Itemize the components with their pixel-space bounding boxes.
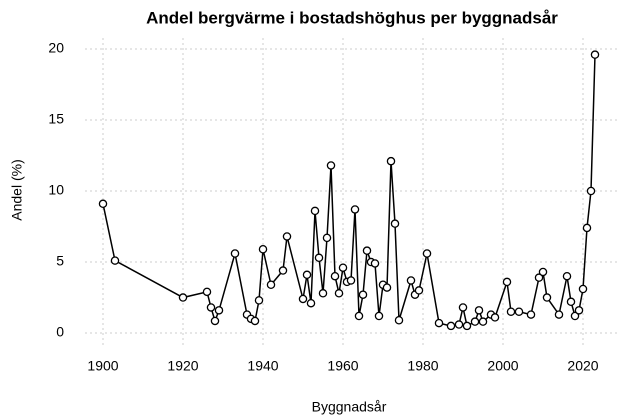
data-point bbox=[390, 219, 400, 228]
x-tick-label: 2000 bbox=[487, 358, 518, 374]
data-point bbox=[554, 310, 564, 319]
data-point bbox=[506, 307, 516, 316]
data-point bbox=[202, 287, 212, 297]
data-point bbox=[330, 271, 340, 281]
data-point bbox=[434, 318, 444, 328]
data-point bbox=[514, 307, 524, 316]
data-point bbox=[374, 311, 384, 321]
data-point bbox=[538, 267, 548, 277]
data-point bbox=[322, 233, 332, 243]
data-point bbox=[502, 277, 512, 287]
data-point bbox=[382, 283, 392, 292]
y-tick-label: 10 bbox=[48, 182, 64, 198]
data-point bbox=[362, 246, 372, 255]
chart-title: Andel bergvärme i bostadshöghus per bygg… bbox=[146, 8, 558, 27]
data-point bbox=[446, 321, 456, 331]
data-point bbox=[566, 297, 576, 307]
x-tick-label: 1960 bbox=[327, 358, 358, 374]
data-point bbox=[250, 316, 260, 326]
data-point bbox=[358, 290, 368, 299]
data-point bbox=[570, 311, 580, 321]
data-point bbox=[582, 223, 592, 233]
data-point bbox=[574, 306, 584, 315]
data-point bbox=[586, 186, 596, 196]
data-point bbox=[230, 249, 240, 258]
data-point bbox=[590, 50, 600, 59]
y-tick-label: 5 bbox=[56, 253, 64, 269]
data-point bbox=[254, 296, 264, 305]
data-point bbox=[470, 317, 480, 326]
data-point bbox=[354, 311, 364, 321]
data-point bbox=[258, 244, 268, 254]
data-point bbox=[314, 253, 324, 263]
data-point bbox=[562, 271, 572, 281]
data-point bbox=[370, 259, 380, 268]
data-point bbox=[318, 289, 328, 298]
data-point bbox=[394, 316, 404, 325]
data-point bbox=[414, 286, 424, 295]
data-point bbox=[178, 293, 188, 302]
data-point bbox=[462, 321, 472, 331]
data-point bbox=[278, 266, 288, 275]
data-point bbox=[302, 270, 312, 280]
data-point bbox=[474, 306, 484, 315]
data-point bbox=[534, 273, 544, 282]
data-point bbox=[406, 276, 416, 285]
data-point bbox=[298, 294, 308, 304]
data-point bbox=[454, 320, 464, 329]
data-point bbox=[542, 293, 552, 302]
data-point bbox=[98, 199, 108, 209]
data-point bbox=[206, 303, 216, 312]
y-tick-label: 20 bbox=[48, 40, 64, 56]
data-point bbox=[110, 256, 120, 265]
data-point bbox=[210, 316, 220, 326]
data-point bbox=[346, 276, 356, 285]
data-point bbox=[490, 313, 500, 322]
data-point bbox=[326, 161, 336, 170]
x-tick-label: 1940 bbox=[247, 358, 278, 374]
data-point bbox=[266, 280, 276, 289]
data-point bbox=[282, 232, 292, 241]
data-point bbox=[310, 206, 320, 216]
y-axis-label: Andel (%) bbox=[9, 159, 25, 220]
x-tick-label: 1980 bbox=[407, 358, 438, 374]
data-point bbox=[458, 303, 468, 312]
x-axis-label: Byggnadsår bbox=[312, 399, 387, 415]
data-point bbox=[386, 156, 396, 166]
data-point bbox=[306, 298, 316, 308]
y-tick-label: 0 bbox=[56, 324, 64, 340]
data-point bbox=[526, 310, 536, 319]
data-point bbox=[478, 317, 488, 326]
data-point bbox=[338, 263, 348, 272]
x-tick-label: 2020 bbox=[567, 358, 598, 374]
data-point bbox=[578, 284, 588, 294]
data-point bbox=[350, 205, 360, 214]
data-point bbox=[422, 249, 432, 258]
y-tick-label: 15 bbox=[48, 111, 64, 127]
data-point bbox=[334, 289, 344, 298]
x-tick-label: 1900 bbox=[87, 358, 118, 374]
data-point bbox=[214, 306, 224, 315]
x-tick-label: 1920 bbox=[167, 358, 198, 374]
